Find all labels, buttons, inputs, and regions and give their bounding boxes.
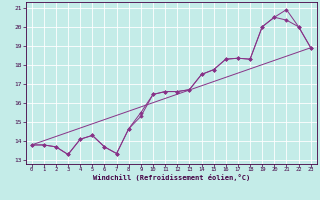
X-axis label: Windchill (Refroidissement éolien,°C): Windchill (Refroidissement éolien,°C) — [92, 174, 250, 181]
